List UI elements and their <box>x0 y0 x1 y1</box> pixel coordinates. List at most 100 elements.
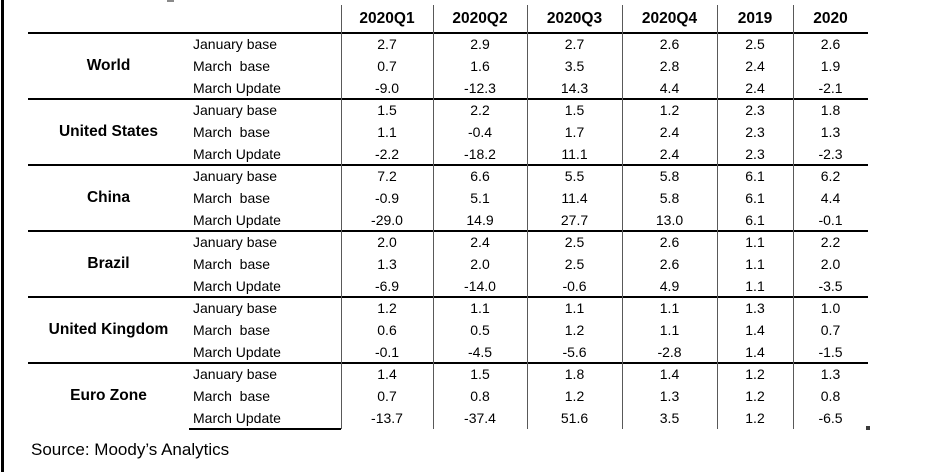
value-cell: -18.2 <box>464 146 496 162</box>
value-cell: -2.3 <box>818 146 843 162</box>
value-cell: -6.5 <box>818 410 843 426</box>
value-cell: 2.8 <box>659 58 680 74</box>
column-header: 2020Q1 <box>359 10 415 27</box>
table-vertical-rule <box>717 5 718 429</box>
table-vertical-rule <box>793 5 794 429</box>
table-horizontal-rule <box>28 32 868 34</box>
value-cell: 14.3 <box>560 80 589 96</box>
value-cell: -1.5 <box>818 344 843 360</box>
value-cell: 2.7 <box>377 36 397 52</box>
value-cell: 13.0 <box>655 212 684 228</box>
table-vertical-rule <box>622 5 623 429</box>
value-cell: -5.6 <box>562 344 587 360</box>
value-cell: 1.2 <box>745 366 765 382</box>
value-cell: -3.5 <box>818 278 843 294</box>
value-cell: 2.4 <box>745 58 765 74</box>
value-cell: 1.1 <box>377 124 397 140</box>
scenario-label: March base <box>193 256 271 272</box>
table-bottom-partial-rule <box>189 428 341 430</box>
page-left-border <box>1 0 4 472</box>
value-cell: 5.5 <box>564 168 585 184</box>
value-cell: -29.0 <box>371 212 403 228</box>
value-cell: 4.4 <box>820 190 841 206</box>
value-cell: 1.9 <box>820 58 841 74</box>
value-cell: 1.8 <box>564 366 585 382</box>
stray-dot-artifact <box>866 426 870 430</box>
scenario-label: March base <box>193 322 271 338</box>
value-cell: 0.8 <box>820 388 841 404</box>
value-cell: 1.1 <box>659 300 680 316</box>
value-cell: 1.1 <box>745 278 765 294</box>
value-cell: 0.7 <box>377 58 397 74</box>
country-label: China <box>86 189 131 206</box>
value-cell: 0.7 <box>820 322 841 338</box>
value-cell: 2.3 <box>745 124 765 140</box>
value-cell: -13.7 <box>371 410 403 426</box>
scenario-label: March Update <box>193 344 281 360</box>
value-cell: 2.0 <box>377 234 397 250</box>
scenario-label: January base <box>193 36 278 52</box>
value-cell: 1.2 <box>377 300 397 316</box>
top-crop-artifact-mark <box>167 0 174 2</box>
value-cell: 1.5 <box>377 102 397 118</box>
value-cell: 1.1 <box>470 300 490 316</box>
value-cell: -0.1 <box>374 344 400 360</box>
value-cell: 2.6 <box>659 36 680 52</box>
country-label: Euro Zone <box>70 387 147 404</box>
value-cell: 1.2 <box>745 410 765 426</box>
value-cell: 2.2 <box>470 102 490 118</box>
value-cell: -9.0 <box>374 80 400 96</box>
value-cell: 2.3 <box>745 146 765 162</box>
value-cell: 2.0 <box>820 256 841 272</box>
value-cell: 1.1 <box>564 300 585 316</box>
value-cell: -2.1 <box>818 80 843 96</box>
value-cell: 1.8 <box>820 102 841 118</box>
column-header: 2020Q4 <box>641 10 698 27</box>
scenario-label: January base <box>193 168 278 184</box>
value-cell: -2.8 <box>657 344 682 360</box>
value-cell: 1.3 <box>745 300 765 316</box>
column-header: 2019 <box>737 10 773 27</box>
value-cell: 1.2 <box>564 322 585 338</box>
value-cell: -0.6 <box>562 278 587 294</box>
value-cell: 6.2 <box>820 168 841 184</box>
value-cell: 7.2 <box>377 168 397 184</box>
value-cell: 11.1 <box>561 146 588 162</box>
value-cell: -0.4 <box>467 124 493 140</box>
value-cell: 4.4 <box>659 80 680 96</box>
value-cell: 6.1 <box>745 190 765 206</box>
table-vertical-rule <box>527 5 528 429</box>
value-cell: 6.1 <box>745 212 765 228</box>
table-horizontal-rule <box>28 362 868 364</box>
value-cell: 51.6 <box>560 410 589 426</box>
value-cell: 2.7 <box>564 36 585 52</box>
value-cell: 1.6 <box>470 58 490 74</box>
value-cell: -2.2 <box>374 146 400 162</box>
table-horizontal-rule <box>28 230 868 232</box>
country-label: United States <box>58 123 159 140</box>
value-cell: 1.3 <box>377 256 397 272</box>
table-vertical-rule <box>341 5 342 429</box>
value-cell: -12.3 <box>464 80 496 96</box>
value-cell: 0.7 <box>377 388 397 404</box>
value-cell: 0.5 <box>470 322 490 338</box>
value-cell: 2.3 <box>745 102 765 118</box>
value-cell: 2.5 <box>745 36 765 52</box>
scenario-label: March base <box>193 190 271 206</box>
value-cell: 1.3 <box>659 388 680 404</box>
value-cell: 1.4 <box>745 322 765 338</box>
scenario-label: January base <box>193 234 278 250</box>
value-cell: -4.5 <box>467 344 493 360</box>
table-horizontal-rule <box>28 164 868 166</box>
scenario-label: January base <box>193 102 278 118</box>
scenario-label: March Update <box>193 212 281 228</box>
value-cell: 1.4 <box>377 366 397 382</box>
value-cell: 1.4 <box>659 366 680 382</box>
value-cell: 1.7 <box>564 124 585 140</box>
value-cell: 5.8 <box>659 168 680 184</box>
value-cell: 1.1 <box>659 322 680 338</box>
scenario-label: March base <box>193 58 271 74</box>
value-cell: 1.4 <box>745 344 765 360</box>
value-cell: 2.2 <box>820 234 841 250</box>
table-horizontal-rule <box>28 98 868 100</box>
